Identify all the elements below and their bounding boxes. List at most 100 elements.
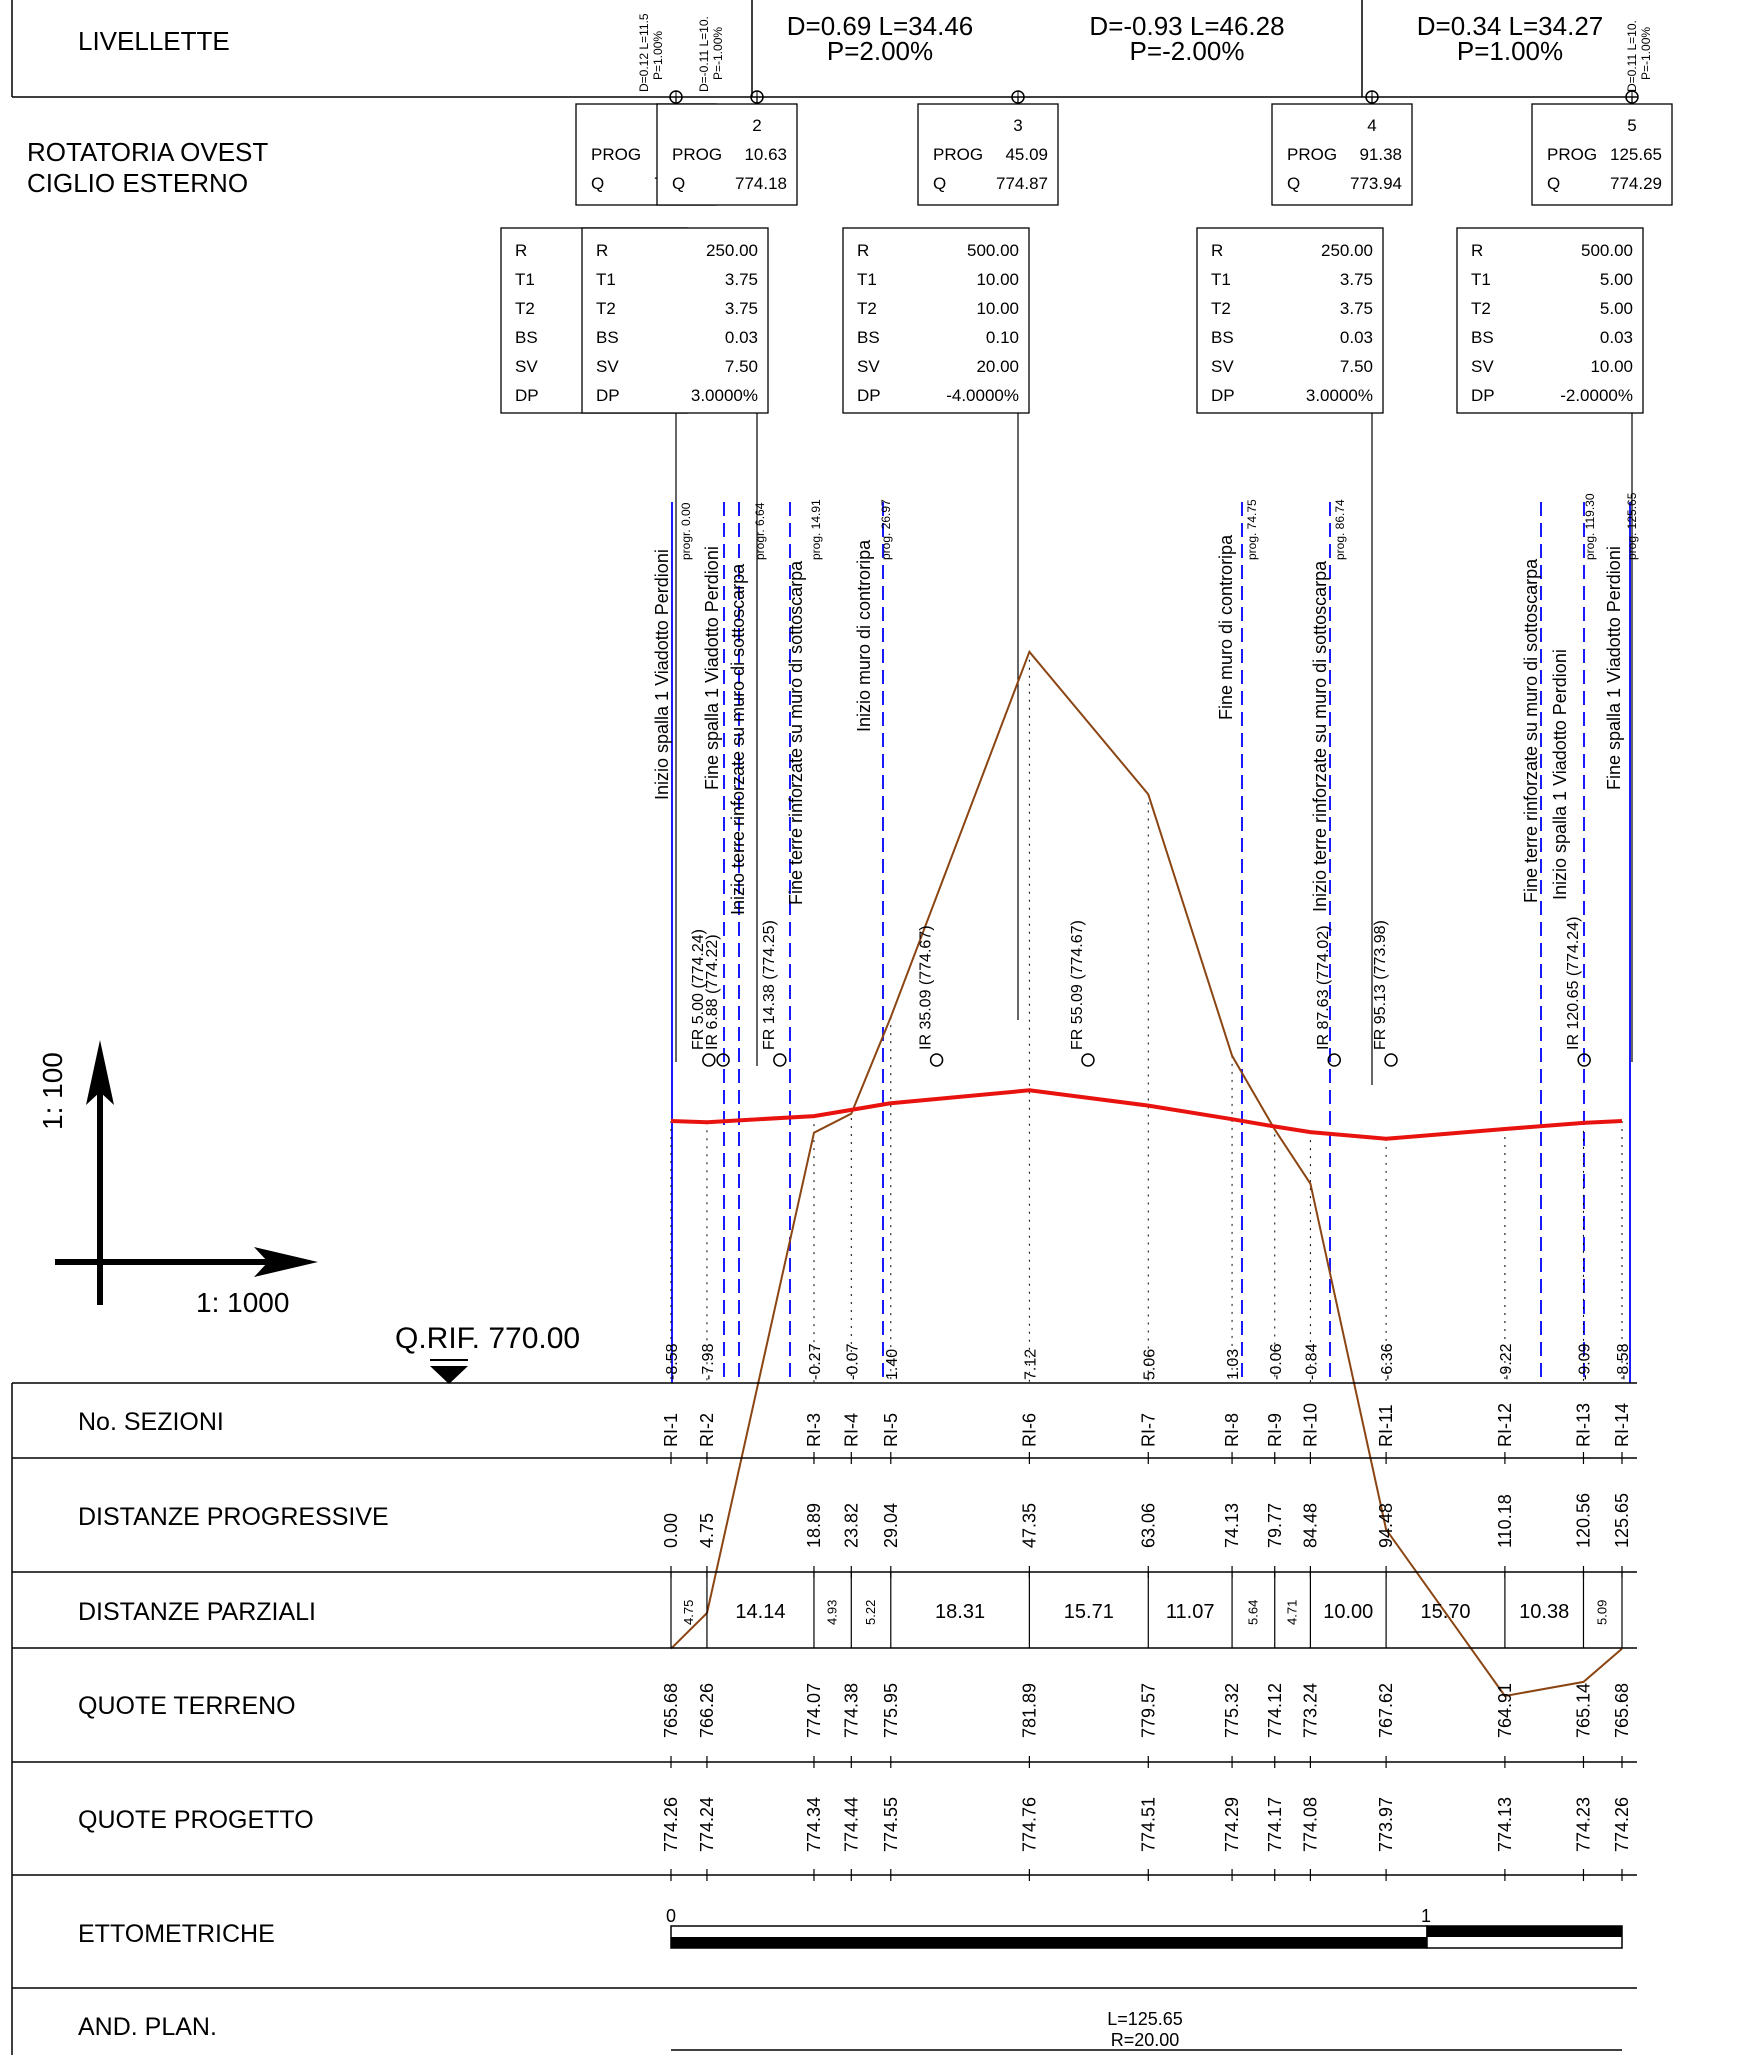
- vertex-sv: 20.00: [976, 357, 1019, 376]
- title-line-2: CIGLIO ESTERNO: [27, 168, 248, 198]
- project-value: 774.29: [1222, 1797, 1242, 1852]
- vertex-q-label: Q: [672, 174, 685, 193]
- curve-point-label: IR 35.09 (774.67): [918, 925, 935, 1050]
- annotation-text: Inizio terre rinforzate su muro di sotto…: [728, 563, 748, 915]
- vertex-q: 773.94: [1350, 174, 1402, 193]
- project-value: 774.17: [1265, 1797, 1285, 1852]
- annotation-7: Inizio terre rinforzate su muro di sotto…: [1310, 499, 1347, 1383]
- curve-point-label: FR 5.00 (774.24): [690, 929, 707, 1050]
- vertex-t2-label: T2: [515, 299, 535, 318]
- vertex-sv: 7.50: [1340, 357, 1373, 376]
- vertex-t2-label: T2: [1471, 299, 1491, 318]
- small-grade-3-dl: D=0.11 L=10.: [1625, 20, 1639, 92]
- row-label-etto: ETTOMETRICHE: [78, 1920, 275, 1948]
- vertex-r: 250.00: [706, 241, 758, 260]
- vertex-sv-label: SV: [515, 357, 538, 376]
- section-label: RI-10: [1300, 1403, 1320, 1447]
- vertex-q-label: Q: [1287, 174, 1300, 193]
- partial-value: 15.71: [1064, 1601, 1114, 1623]
- vertex-q: 774.87: [996, 174, 1048, 193]
- vertex-prog-label: PROG: [933, 145, 983, 164]
- project-value: 774.44: [841, 1797, 861, 1852]
- vertex-t1-label: T1: [1471, 270, 1491, 289]
- project-line: [670, 1088, 1623, 1141]
- vertex-t1-label: T1: [1211, 270, 1231, 289]
- terrain-value: 765.68: [1612, 1683, 1632, 1738]
- difference-label: 1.40: [884, 1349, 901, 1380]
- vertex-prog: 125.65: [1610, 145, 1662, 164]
- vertex-t1: 10.00: [976, 270, 1019, 289]
- vertex-number: 3: [1013, 116, 1022, 135]
- vertex-sv: 10.00: [1590, 357, 1633, 376]
- curve-point: IR 6.88 (774.22): [704, 934, 730, 1067]
- grade-3-dl: D=0.34 L=34.27: [1417, 11, 1604, 41]
- partial-value: 4.93: [825, 1600, 840, 1625]
- terrain-value: 765.14: [1573, 1683, 1593, 1738]
- vertex-number: 2: [752, 116, 761, 135]
- prog-value: 120.56: [1573, 1493, 1593, 1548]
- prog-value: 63.06: [1138, 1503, 1158, 1548]
- vertex-dp: 3.0000%: [691, 386, 758, 405]
- vertex-t1: 3.75: [1340, 270, 1373, 289]
- prog-value: 125.65: [1612, 1493, 1632, 1548]
- difference-label: 5.06: [1141, 1349, 1158, 1380]
- vertex-q-label: Q: [591, 174, 604, 193]
- terrain-value: 781.89: [1019, 1683, 1039, 1738]
- vertex-q-label: Q: [1547, 174, 1560, 193]
- annotation-prog: prog. 119.30: [1583, 493, 1597, 560]
- small-grade-2-dl: D=-0.11 L=10.: [697, 16, 711, 92]
- project-value: 773.97: [1376, 1797, 1396, 1852]
- partial-value: 15.70: [1420, 1601, 1470, 1623]
- section-label: RI-6: [1019, 1413, 1039, 1447]
- vertex-bs: 0.03: [725, 328, 758, 347]
- difference-label: -0.07: [844, 1343, 861, 1380]
- vertex-dp-label: DP: [1211, 386, 1235, 405]
- annotation-text: Inizio terre rinforzate su muro di sotto…: [1310, 560, 1330, 912]
- partial-value: 18.31: [935, 1601, 985, 1623]
- etto-mark-0: 0: [666, 1906, 676, 1926]
- vertex-prog-label: PROG: [591, 145, 641, 164]
- prog-value: 23.82: [841, 1503, 861, 1548]
- difference-label: -0.27: [807, 1343, 824, 1380]
- annotation-prog: prog. 74.75: [1245, 499, 1259, 560]
- difference-label: -8.58: [1615, 1343, 1632, 1380]
- vertex-2: 2 PROG 10.63 Q 774.18 R 250.00 T1 3.75 T2 3.75 BS 0.…: [581, 90, 798, 414]
- annotation-text: Fine terre rinforzate su muro di sottosc…: [786, 560, 806, 905]
- livellette-header: LIVELLETTE D=0.69 L=34.46 P=2.00% D=-0.9…: [11, 0, 1653, 98]
- terrain-value: 774.38: [841, 1683, 861, 1738]
- vertex-t1-label: T1: [515, 270, 535, 289]
- vertex-t2-label: T2: [857, 299, 877, 318]
- annotation-1: Inizio spalla 1 Viadotto Perdioni progr. …: [652, 502, 693, 1383]
- vertex-prog-label: PROG: [1547, 145, 1597, 164]
- vertex-bs-label: BS: [1211, 328, 1234, 347]
- curve-point-label: FR 55.09 (774.67): [1069, 920, 1086, 1050]
- vertex-r: 500.00: [1581, 241, 1633, 260]
- vertex-number: 4: [1367, 116, 1376, 135]
- vertex-t2: 10.00: [976, 299, 1019, 318]
- vertex-prog-label: PROG: [672, 145, 722, 164]
- terrain-value: 775.95: [881, 1683, 901, 1738]
- difference-label: -8.58: [664, 1343, 681, 1380]
- annotation-text: Inizio muro di controripa: [854, 539, 874, 732]
- vertex-q: 774.29: [1610, 174, 1662, 193]
- curve-point-label: FR 14.38 (774.25): [761, 920, 778, 1050]
- vertex-sv-label: SV: [1471, 357, 1494, 376]
- prog-value: 74.13: [1222, 1503, 1242, 1548]
- terrain-value: 779.57: [1138, 1683, 1158, 1738]
- row-label-terrain: QUOTE TERRENO: [78, 1692, 296, 1720]
- terrain-value: 764.91: [1495, 1683, 1515, 1738]
- vertex-bs-label: BS: [596, 328, 619, 347]
- annotation-prog: prog. 86.74: [1333, 499, 1347, 560]
- project-value: 774.34: [804, 1797, 824, 1852]
- vertex-dp: 3.0000%: [1306, 386, 1373, 405]
- vertex-q: 774.18: [735, 174, 787, 193]
- project-value: 774.55: [881, 1797, 901, 1852]
- etto-mark-1: 1: [1421, 1906, 1431, 1926]
- annotation-text: Fine terre rinforzate su muro di sottosc…: [1521, 558, 1541, 903]
- difference-label: -6.36: [1379, 1343, 1396, 1380]
- prog-value: 0.00: [661, 1513, 681, 1548]
- annotation-2: Fine spalla 1 Viadotto Perdioni: [702, 502, 725, 1383]
- difference-label: -0.84: [1303, 1343, 1320, 1380]
- terrain-value: 774.12: [1265, 1683, 1285, 1738]
- difference-label: -9.22: [1498, 1343, 1515, 1380]
